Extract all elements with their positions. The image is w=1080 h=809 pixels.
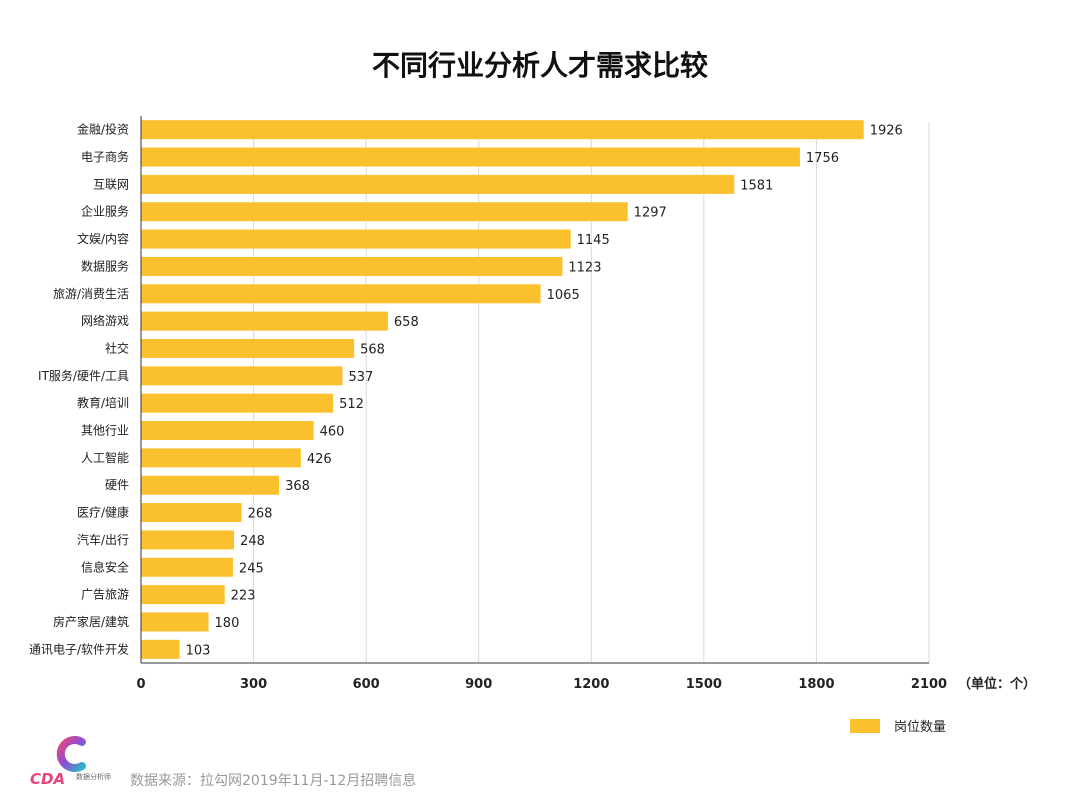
value-label: 245 xyxy=(239,561,264,576)
value-label: 658 xyxy=(394,315,419,330)
bar xyxy=(141,229,571,249)
bar xyxy=(141,585,225,605)
value-label: 1756 xyxy=(806,151,839,166)
logo-mark-icon xyxy=(56,736,86,772)
bar xyxy=(141,448,301,468)
value-label: 1123 xyxy=(568,260,601,275)
bar xyxy=(141,120,864,140)
value-label: 512 xyxy=(339,397,364,412)
bar xyxy=(141,174,735,194)
value-label: 537 xyxy=(349,370,374,385)
category-label: 文娱/内容 xyxy=(77,231,129,246)
logo-subtitle: 数据分析师 xyxy=(76,773,111,781)
value-label: 1145 xyxy=(577,233,610,248)
category-label: 人工智能 xyxy=(81,450,129,465)
bar xyxy=(141,639,180,659)
value-label: 103 xyxy=(186,643,211,658)
cda-logo: CDA 数据分析师 xyxy=(30,734,118,790)
bar xyxy=(141,366,343,386)
chart-title: 不同行业分析人才需求比较 xyxy=(371,49,708,82)
x-tick-label: 2100 xyxy=(911,677,947,692)
bar xyxy=(141,475,280,495)
category-label: 通讯电子/软件开发 xyxy=(29,641,129,656)
category-label: 教育/培训 xyxy=(77,395,129,410)
category-label: 金融/投资 xyxy=(77,122,129,137)
category-label: 数据服务 xyxy=(81,258,129,273)
bar xyxy=(141,393,334,413)
value-label: 460 xyxy=(320,425,345,440)
bar xyxy=(141,147,800,167)
bar xyxy=(141,503,242,523)
x-tick-label: 300 xyxy=(240,677,267,692)
bar xyxy=(141,612,209,632)
x-tick-label: 600 xyxy=(353,677,380,692)
x-tick-label: 900 xyxy=(465,677,492,692)
value-label: 1581 xyxy=(740,178,773,193)
unit-label: （单位：个） xyxy=(958,677,1037,692)
value-label: 368 xyxy=(285,479,310,494)
value-label: 1297 xyxy=(634,206,667,221)
value-label: 180 xyxy=(215,616,240,631)
x-tick-label: 1800 xyxy=(798,677,834,692)
category-label: 医疗/健康 xyxy=(77,505,129,520)
logo-brand: CDA xyxy=(30,770,66,788)
bar xyxy=(141,284,541,304)
bar xyxy=(141,202,628,222)
legend-swatch xyxy=(850,718,880,733)
bar xyxy=(141,530,235,550)
category-label: 信息安全 xyxy=(81,559,129,574)
category-label: 旅游/消费生活 xyxy=(53,287,129,301)
category-label: 广告旅游 xyxy=(81,588,129,602)
legend: 岗位数量 xyxy=(850,716,946,735)
bar xyxy=(141,256,563,276)
category-label: 硬件 xyxy=(105,478,129,492)
value-label: 268 xyxy=(248,507,273,522)
value-label: 1926 xyxy=(870,124,903,139)
category-label: 电子商务 xyxy=(81,149,129,164)
x-tick-label: 0 xyxy=(136,677,145,692)
value-label: 248 xyxy=(240,534,265,549)
bar xyxy=(141,338,355,358)
bar xyxy=(141,557,233,577)
category-label: 互联网 xyxy=(93,177,129,191)
x-tick-label: 1500 xyxy=(686,677,722,692)
legend-label: 岗位数量 xyxy=(894,720,947,735)
category-label: 网络游戏 xyxy=(81,313,129,328)
value-label: 426 xyxy=(307,452,332,467)
category-label: 企业服务 xyxy=(81,204,129,219)
category-label: 房产家居/建筑 xyxy=(53,614,129,629)
category-label: 社交 xyxy=(105,340,129,355)
source-note: 数据来源：拉勾网2019年11月-12月招聘信息 xyxy=(130,773,417,789)
category-label: IT服务/硬件/工具 xyxy=(38,368,129,383)
x-tick-label: 1200 xyxy=(573,677,609,692)
bar xyxy=(141,421,314,441)
category-label: 汽车/出行 xyxy=(77,532,129,547)
value-label: 223 xyxy=(231,589,256,604)
value-label: 1065 xyxy=(547,288,580,303)
value-label: 568 xyxy=(360,342,385,357)
bar xyxy=(141,311,388,331)
category-label: 其他行业 xyxy=(81,424,129,438)
